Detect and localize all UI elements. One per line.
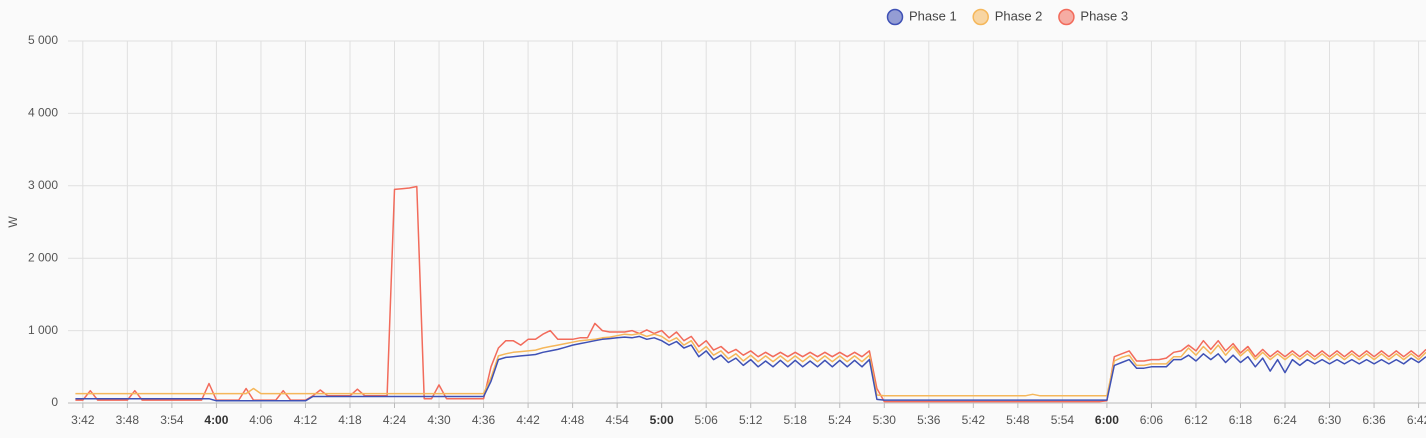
y-axis-label: W — [6, 216, 20, 228]
x-tick-label: 6:24 — [1273, 413, 1297, 427]
y-tick-label: 2 000 — [28, 250, 58, 264]
x-tick-label: 5:00 — [650, 413, 674, 427]
legend-swatch — [886, 8, 904, 26]
x-tick-label: 5:24 — [828, 413, 852, 427]
x-tick-label: 5:12 — [739, 413, 763, 427]
x-tick-label: 6:00 — [1095, 413, 1119, 427]
legend-item[interactable]: Phase 2 — [972, 8, 1043, 26]
x-tick-label: 5:54 — [1051, 413, 1075, 427]
x-tick-label: 4:54 — [605, 413, 629, 427]
legend-label: Phase 1 — [909, 8, 957, 23]
x-tick-label: 5:06 — [695, 413, 719, 427]
x-tick-label: 3:54 — [160, 413, 184, 427]
y-tick-label: 3 000 — [28, 178, 58, 192]
x-tick-label: 4:24 — [383, 413, 407, 427]
series-line — [75, 335, 1426, 402]
legend-item[interactable]: Phase 1 — [886, 8, 957, 26]
y-tick-label: 5 000 — [28, 33, 58, 47]
x-tick-label: 6:42 — [1407, 413, 1426, 427]
x-tick-label: 4:12 — [294, 413, 318, 427]
x-tick-label: 4:18 — [338, 413, 362, 427]
legend-item[interactable]: Phase 3 — [1058, 8, 1128, 26]
x-tick-label: 4:36 — [472, 413, 496, 427]
x-tick-label: 5:42 — [962, 413, 986, 427]
x-tick-label: 5:36 — [917, 413, 941, 427]
x-tick-label: 3:48 — [116, 413, 140, 427]
x-tick-label: 6:12 — [1184, 413, 1208, 427]
x-tick-label: 4:48 — [561, 413, 585, 427]
legend: Phase 1 Phase 2 Phase 3 — [886, 8, 1128, 26]
x-tick-label: 6:36 — [1362, 413, 1386, 427]
x-tick-label: 3:42 — [71, 413, 95, 427]
legend-label: Phase 3 — [1080, 8, 1128, 23]
series-line — [75, 332, 1426, 397]
legend-swatch — [972, 8, 989, 26]
x-tick-label: 6:18 — [1229, 413, 1253, 427]
legend-label: Phase 2 — [995, 8, 1043, 23]
x-tick-label: 6:06 — [1140, 413, 1164, 427]
x-tick-label: 4:30 — [427, 413, 451, 427]
y-tick-label: 1 000 — [28, 323, 58, 337]
x-tick-label: 6:30 — [1318, 413, 1342, 427]
x-tick-label: 4:42 — [516, 413, 540, 427]
legend-swatch — [1058, 8, 1075, 26]
x-tick-label: 5:48 — [1006, 413, 1030, 427]
y-tick-label: 0 — [51, 395, 58, 409]
x-tick-label: 5:30 — [873, 413, 897, 427]
x-tick-label: 5:18 — [784, 413, 808, 427]
y-tick-label: 4 000 — [28, 106, 58, 120]
x-tick-label: 4:06 — [249, 413, 273, 427]
x-tick-label: 4:00 — [204, 413, 228, 427]
